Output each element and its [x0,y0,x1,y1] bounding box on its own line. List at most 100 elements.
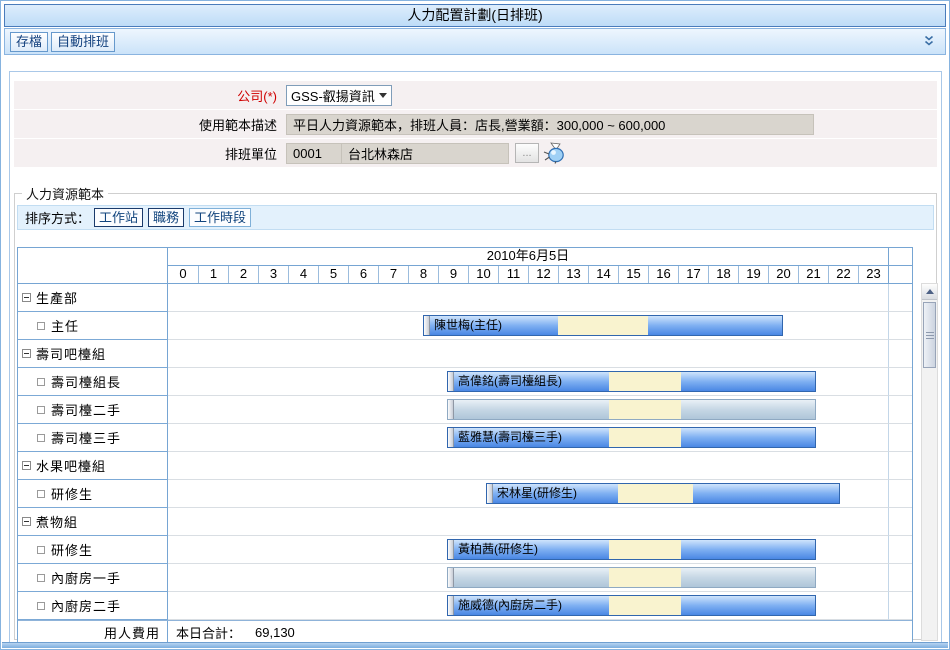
row-label-cell[interactable]: 生產部 [18,284,168,312]
row-label-cell[interactable]: 壽司吧檯組 [18,340,168,368]
save-button[interactable]: 存檔 [10,31,49,52]
sort-button-2[interactable]: 職務 [148,208,185,227]
gantt-job-row: 壽司檯組長 高偉銘(壽司檯組長) [18,368,912,396]
job-box-icon [37,573,45,582]
collapse-toggle-icon[interactable] [22,293,31,302]
timeline-cell[interactable] [168,284,888,312]
shift-bar[interactable]: 宋林星(研修生) [486,483,840,504]
row-label: 壽司吧檯組 [36,347,107,362]
hour-label: 14 [588,266,618,283]
bar-grip[interactable] [424,316,430,335]
date-header-filler [888,248,912,265]
row-label: 水果吧檯組 [36,459,107,474]
row-label-cell[interactable]: 煮物組 [18,508,168,536]
summary-row: 用人費用 本日合計： 69,130 [18,620,912,643]
bar-grip[interactable] [448,540,454,559]
timeline-cell[interactable]: 施威德(內廚房二手) [168,592,888,620]
timeline-cell[interactable]: 高偉銘(壽司檯組長) [168,368,888,396]
collapse-toggle-icon[interactable] [22,517,31,526]
row-label-cell[interactable]: 壽司檯組長 [18,368,168,396]
bar-grip[interactable] [448,428,454,447]
timeline-cell[interactable] [168,396,888,424]
template-desc-label: 使用範本描述 [198,117,277,133]
sort-button-1[interactable]: 工作站 [94,208,144,227]
timeline-cell[interactable] [168,340,888,368]
row-label-cell[interactable]: 研修生 [18,536,168,564]
company-selected-value: GSS-叡揚資訊 [291,88,375,104]
arrow-up-icon [925,285,934,294]
row-filler [888,508,912,536]
scroll-up-button[interactable] [922,284,937,300]
shift-bar[interactable]: 施威德(內廚房二手) [447,595,816,616]
break-segment [609,568,681,587]
row-label-cell[interactable]: 研修生 [18,480,168,508]
sort-button-3[interactable]: 工作時段 [189,208,252,227]
timeline-cell[interactable]: 藍雅慧(壽司檯三手) [168,424,888,452]
hour-label: 7 [378,266,408,283]
shift-bar-unassigned[interactable] [447,567,816,588]
gantt-job-row: 內廚房一手 [18,564,912,592]
shift-bar[interactable]: 高偉銘(壽司檯組長) [447,371,816,392]
unit-helper-icon[interactable] [543,142,567,164]
timeline-cell[interactable] [168,452,888,480]
row-label-cell[interactable]: 壽司檯二手 [18,396,168,424]
collapse-toggle-icon[interactable] [22,461,31,470]
row-label-cell[interactable]: 內廚房一手 [18,564,168,592]
bar-label: 宋林星(研修生) [497,486,577,500]
shift-bar[interactable]: 陳世梅(主任) [423,315,783,336]
gantt-job-row: 內廚房二手 施威德(內廚房二手) [18,592,912,620]
job-box-icon [37,601,45,610]
row-label-cell[interactable]: 主任 [18,312,168,340]
hour-label: 12 [528,266,558,283]
row-label-cell[interactable]: 內廚房二手 [18,592,168,620]
gantt-area: 2010年6月5日 0 1 2 3 4 5 6 7 8 9 10 11 12 13 14 15 16 17 18 19… [17,247,938,644]
job-box-icon [37,489,45,498]
vertical-scrollbar[interactable] [921,283,938,641]
unit-browse-button[interactable]: ... [515,143,539,163]
bar-grip[interactable] [448,568,454,587]
shift-bar[interactable]: 黃柏茜(研修生) [447,539,816,560]
sort-label: 排序方式： [25,211,91,226]
company-label: 公司(*) [237,88,277,104]
collapse-toolbar-icon[interactable] [922,35,936,48]
company-row: 公司(*) GSS-叡揚資訊 [14,81,937,110]
scrollbar-thumb[interactable] [923,302,936,368]
template-desc-row: 使用範本描述 平日人力資源範本，排班人員：店長,營業額：300,000 ~ 60… [14,110,937,139]
job-box-icon [37,405,45,414]
job-box-icon [37,321,45,330]
timeline-cell[interactable]: 黃柏茜(研修生) [168,536,888,564]
shift-bar[interactable]: 藍雅慧(壽司檯三手) [447,427,816,448]
auto-schedule-button[interactable]: 自動排班 [51,31,116,52]
hour-label: 11 [498,266,528,283]
bar-grip[interactable] [487,484,493,503]
timeline-cell[interactable] [168,564,888,592]
break-segment [609,540,681,559]
collapse-toggle-icon[interactable] [22,349,31,358]
bar-label: 黃柏茜(研修生) [458,542,538,556]
bar-grip[interactable] [448,400,454,419]
row-filler [888,424,912,452]
row-label: 壽司檯組長 [51,375,122,390]
timeline-cell[interactable]: 宋林星(研修生) [168,480,888,508]
row-label: 內廚房一手 [51,571,122,586]
break-segment [609,400,681,419]
bar-grip[interactable] [448,372,454,391]
row-filler [888,480,912,508]
gantt-group-row: 生產部 [18,284,912,312]
timeline-cell[interactable] [168,508,888,536]
hour-label: 19 [738,266,768,283]
row-label-cell[interactable]: 水果吧檯組 [18,452,168,480]
bar-grip[interactable] [448,596,454,615]
timeline-cell[interactable]: 陳世梅(主任) [168,312,888,340]
row-filler [888,564,912,592]
hour-label: 3 [258,266,288,283]
company-select[interactable]: GSS-叡揚資訊 [286,84,392,106]
row-label-cell[interactable]: 壽司檯三手 [18,424,168,452]
template-desc-field: 平日人力資源範本，排班人員：店長,營業額：300,000 ~ 600,000 [286,113,814,135]
gantt-group-row: 水果吧檯組 [18,452,912,480]
daily-total-prefix: 本日合計： [176,625,242,641]
shift-bar-unassigned[interactable] [447,399,816,420]
hour-header-filler [888,266,912,283]
horizontal-scrollbar[interactable] [2,642,948,648]
gantt-job-row: 研修生 黃柏茜(研修生) [18,536,912,564]
